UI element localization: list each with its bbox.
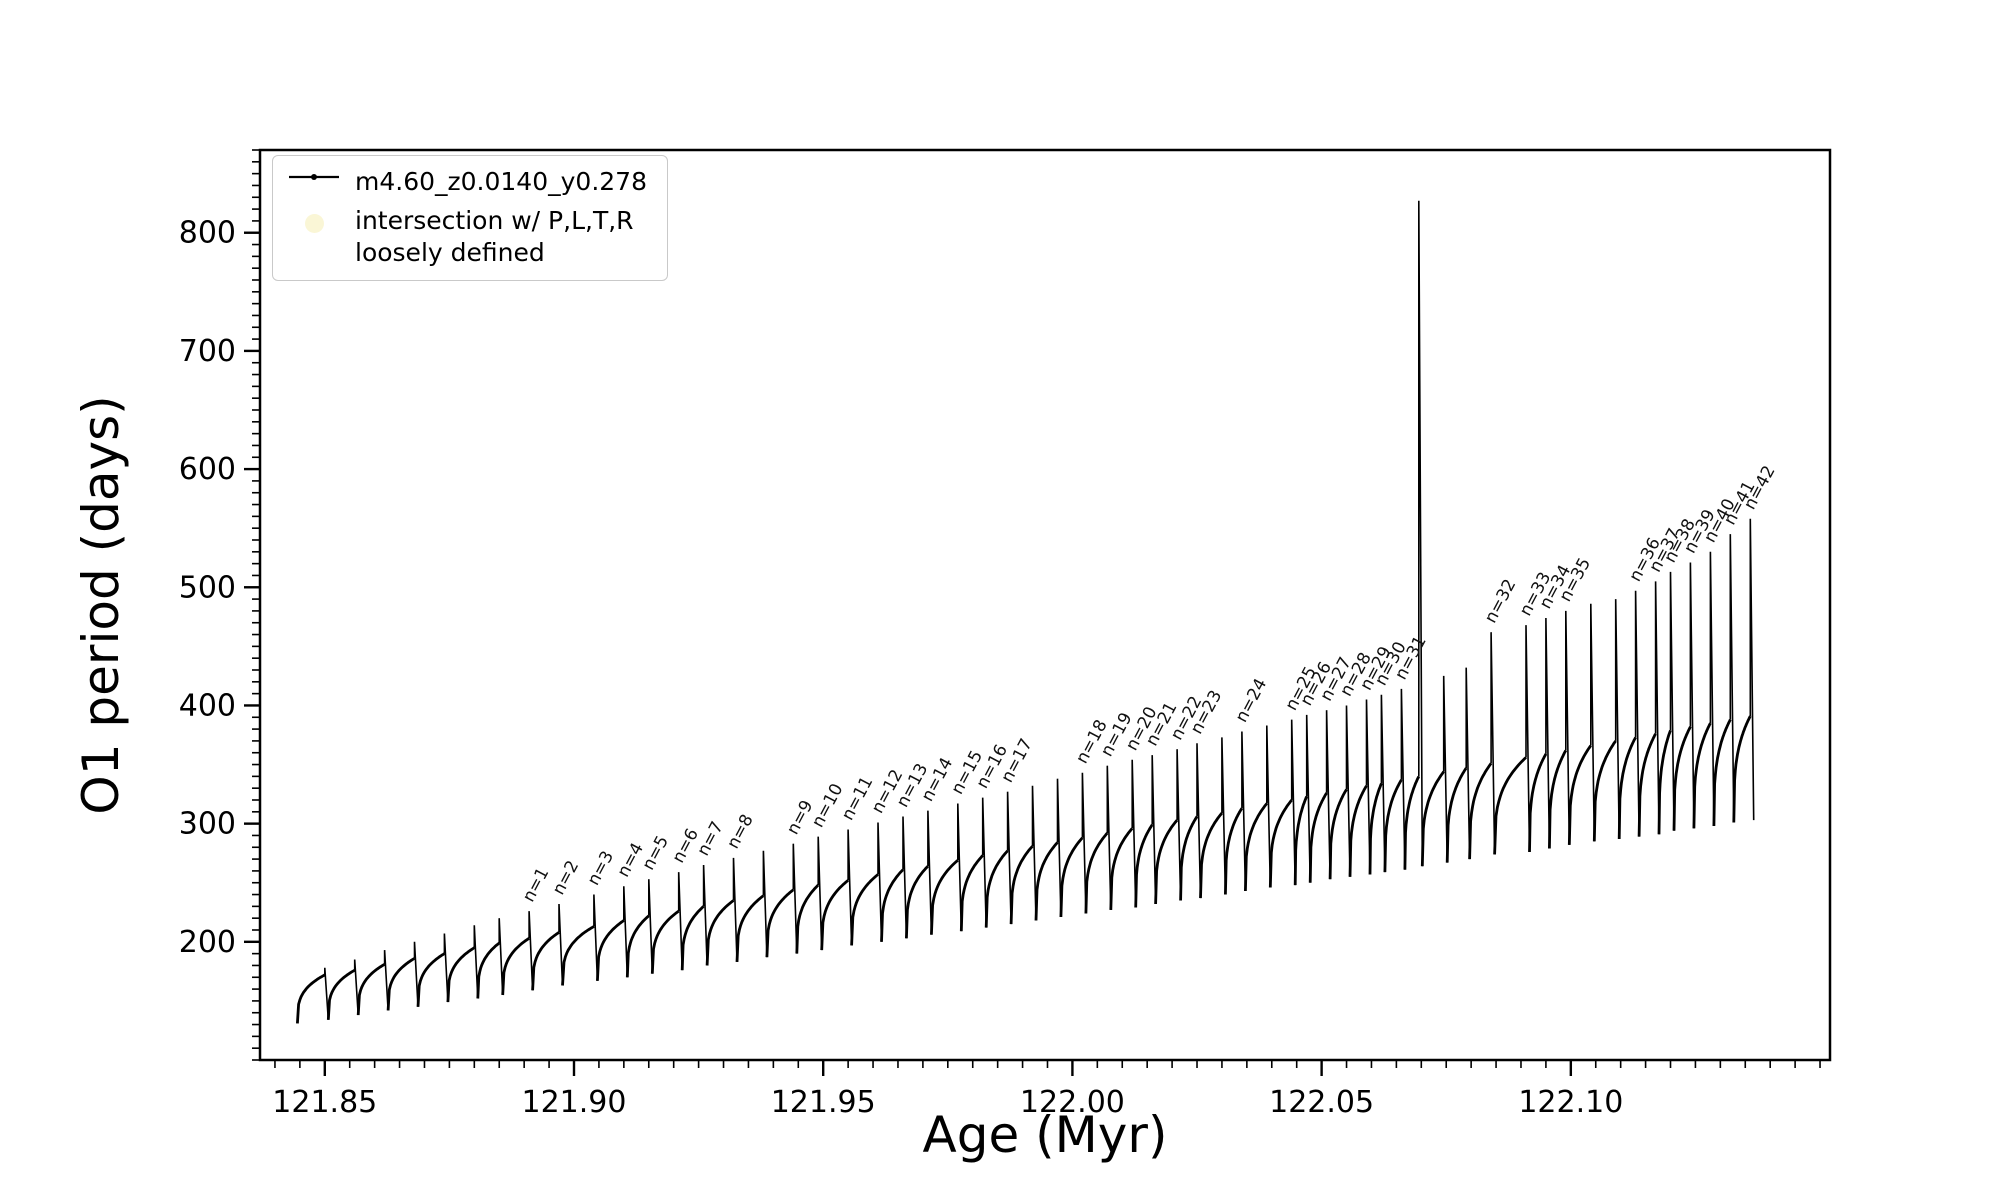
y-tick-label: 400 (179, 688, 236, 723)
cycle-annotation: n=24 (1232, 675, 1272, 726)
legend-series-label: m4.60_z0.0140_y0.278 (355, 167, 647, 196)
legend-intersection-label: intersection w/ P,L,T,R loosely defined (355, 205, 634, 268)
cycle-annotation: n=1 (519, 864, 553, 905)
y-axis-label: O1 period (days) (72, 395, 130, 814)
x-tick-label: 122.10 (1518, 1085, 1623, 1120)
x-tick-label: 121.95 (771, 1085, 876, 1120)
legend-entry-intersection: intersection w/ P,L,T,R loosely defined (287, 205, 647, 268)
y-tick-label: 200 (179, 925, 236, 960)
cycle-annotation: n=32 (1481, 576, 1521, 627)
legend-intersection-line1: intersection w/ P,L,T,R (355, 206, 634, 236)
legend: m4.60_z0.0140_y0.278 intersection w/ P,L… (272, 155, 668, 281)
intersection-marker-icon (287, 208, 341, 234)
x-axis-label: Age (Myr) (923, 1106, 1168, 1164)
series-spikes (324, 200, 1755, 1020)
cycle-annotation: n=3 (584, 848, 618, 889)
x-tick-label: 121.85 (272, 1085, 377, 1120)
plot-frame (258, 148, 1832, 1062)
y-tick-label: 700 (179, 334, 236, 369)
x-tick-label: 122.05 (1269, 1085, 1374, 1120)
y-tick-label: 500 (179, 570, 236, 605)
x-tick-label: 122.00 (1020, 1085, 1125, 1120)
y-tick-label: 600 (179, 452, 236, 487)
y-tick-label: 800 (179, 216, 236, 251)
cycle-annotation: n=8 (723, 811, 757, 852)
x-tick-label: 121.90 (522, 1085, 627, 1120)
line-marker-icon (287, 169, 341, 185)
cycle-annotation: n=7 (693, 818, 727, 859)
y-tick-label: 300 (179, 807, 236, 842)
series-curve (296, 715, 1752, 1024)
cycle-annotation: n=5 (639, 833, 673, 874)
cycle-annotation: n=2 (549, 857, 583, 898)
legend-entry-series: m4.60_z0.0140_y0.278 (287, 166, 647, 197)
legend-intersection-line2: loosely defined (355, 237, 545, 267)
